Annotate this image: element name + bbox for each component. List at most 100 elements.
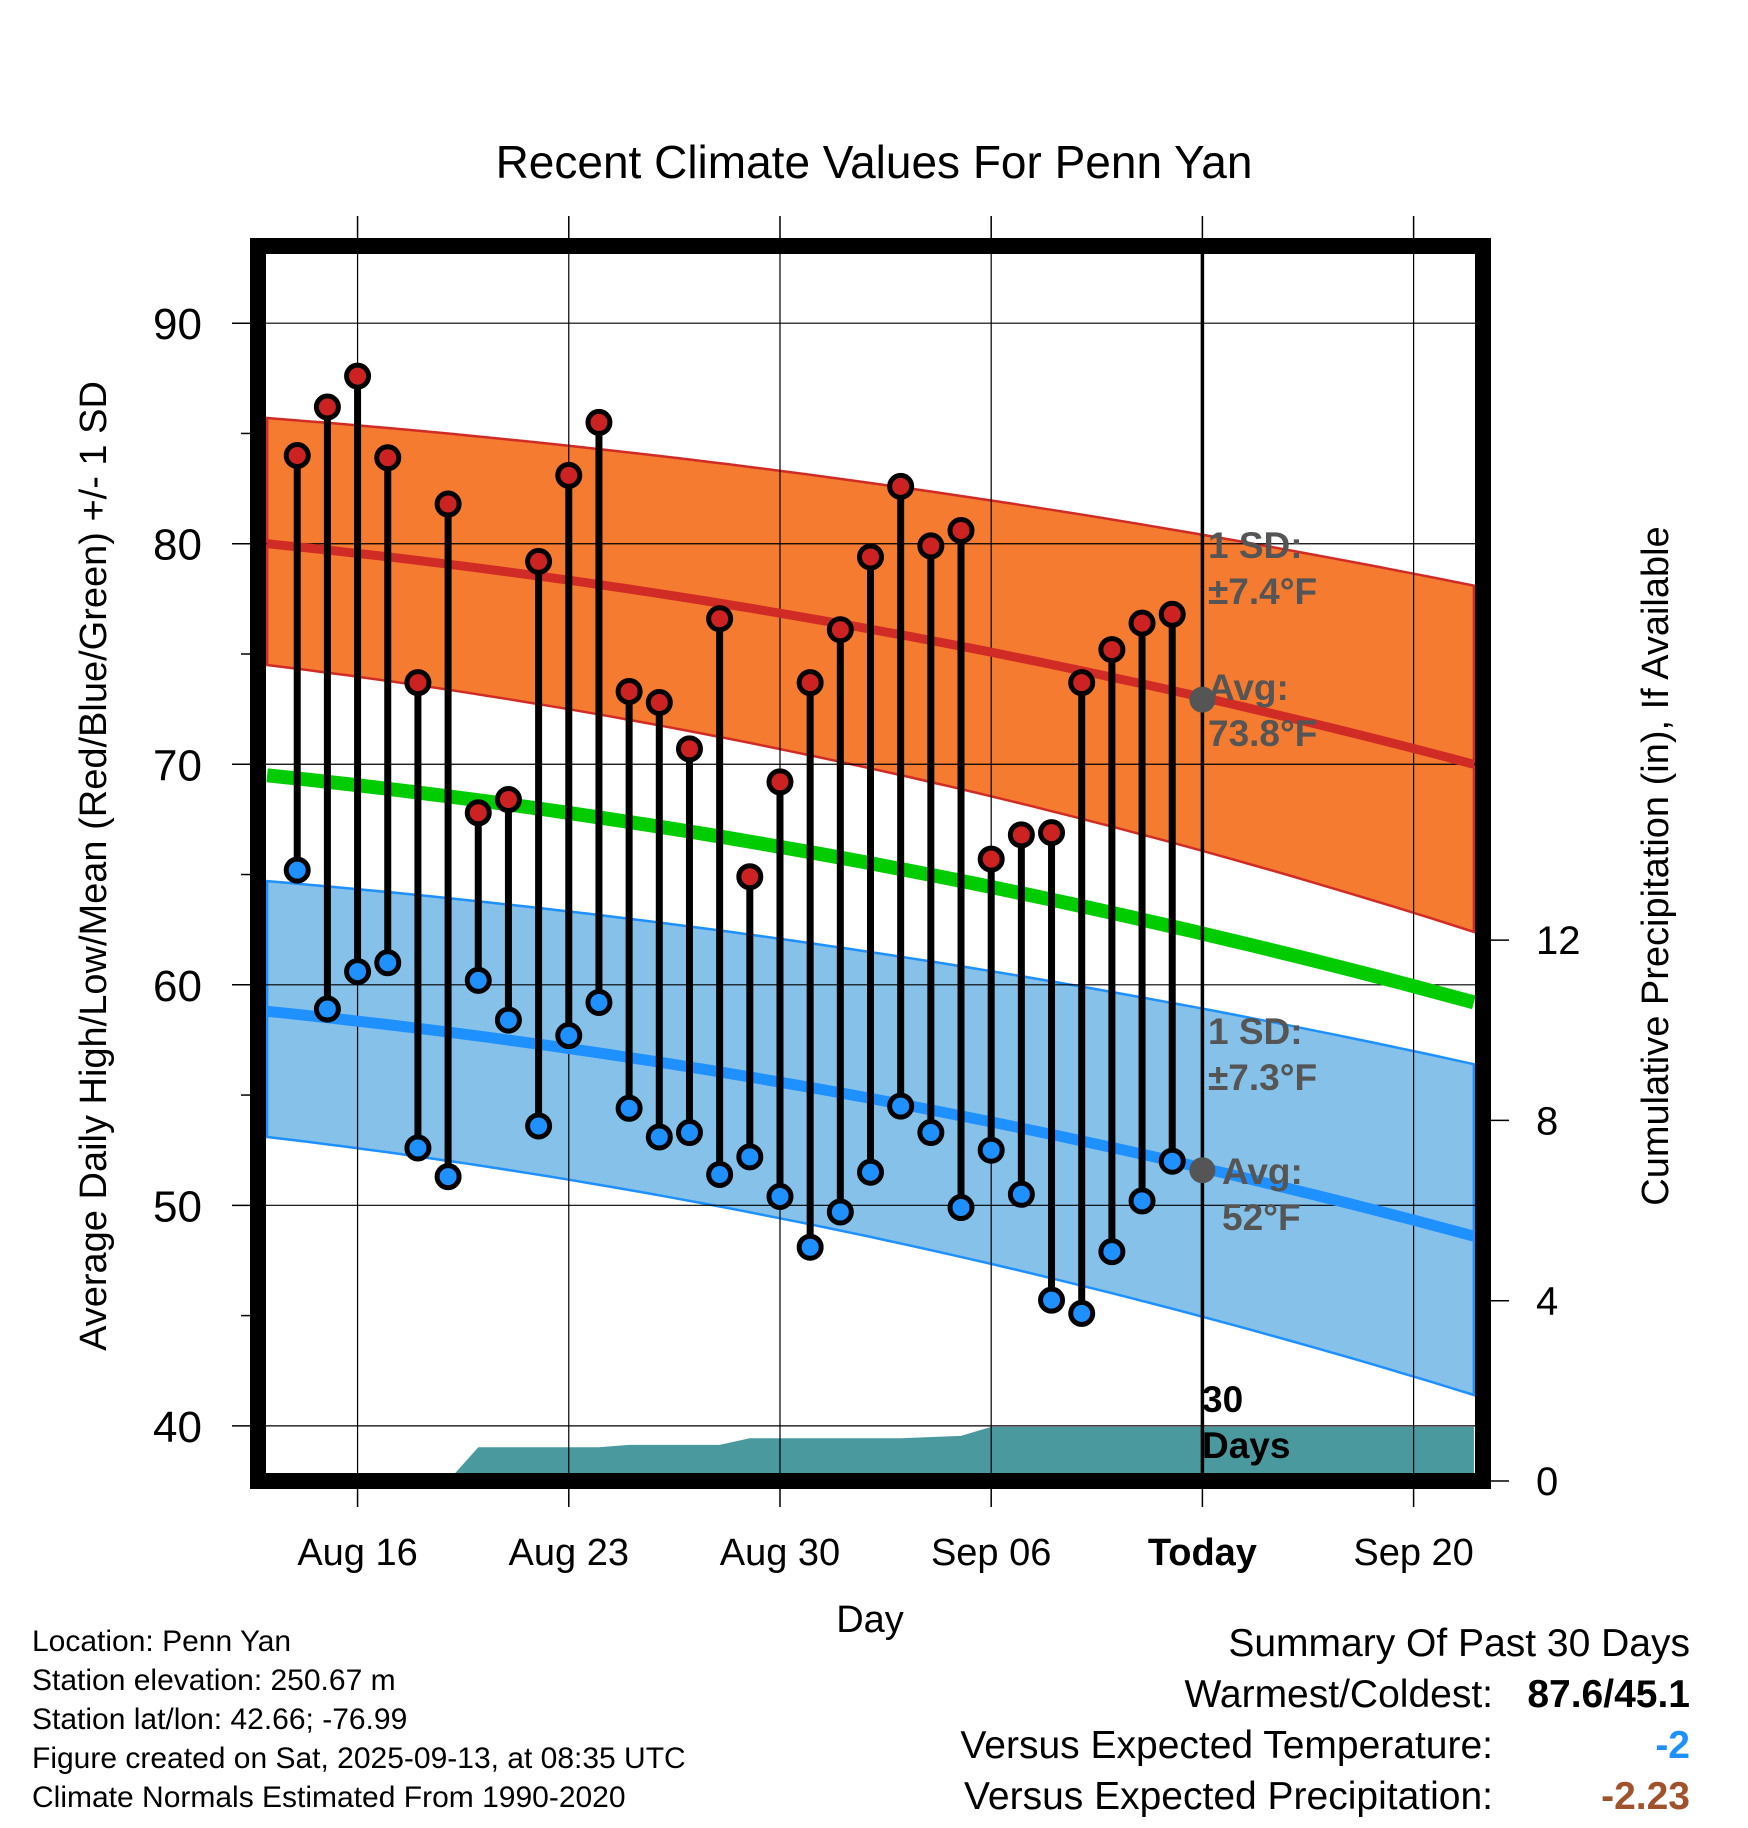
daily-high-point: [555, 461, 583, 489]
daily-high-point: [283, 442, 311, 470]
daily-low-point: [1098, 1238, 1126, 1266]
precip-value: -2.23: [1601, 1775, 1690, 1818]
daily-high-point: [796, 669, 824, 697]
daily-high-point: [585, 408, 613, 436]
x-tick-label: Sep 06: [931, 1532, 1051, 1574]
y2-tick-label: 0: [1536, 1460, 1558, 1504]
daily-high-point: [977, 845, 1005, 873]
high-sd-label: 1 SD:: [1208, 525, 1303, 566]
daily-low-point: [344, 958, 372, 986]
y2-axis-label: Cumulative Precipitation (in), If Availa…: [1635, 526, 1677, 1205]
y-tick-label: 50: [153, 1182, 202, 1231]
low-sd-label: 1 SD:: [1208, 1011, 1303, 1052]
summary-precip-row: Versus Expected Precipitation: -2.23: [960, 1771, 1690, 1822]
daily-high-point: [434, 490, 462, 518]
daily-low-point: [675, 1119, 703, 1147]
x-axis-label: Day: [836, 1599, 904, 1641]
x-tick-label: Today: [1148, 1532, 1257, 1574]
low-sd-value: ±7.3°F: [1208, 1057, 1317, 1098]
daily-low-point: [766, 1183, 794, 1211]
daily-low-point: [917, 1119, 945, 1147]
daily-high-point: [736, 863, 764, 891]
daily-low-point: [887, 1092, 915, 1120]
daily-low-point: [283, 856, 311, 884]
temp-value: -2: [1655, 1724, 1690, 1767]
daily-low-point: [615, 1094, 643, 1122]
daily-high-point: [1158, 600, 1186, 628]
daily-low-point: [585, 988, 613, 1016]
daily-low-point: [1038, 1286, 1066, 1314]
x-tick-label: Aug 16: [297, 1532, 417, 1574]
daily-low-point: [464, 966, 492, 994]
high-avg-value: 73.8°F: [1208, 713, 1317, 754]
daily-high-point: [374, 444, 402, 472]
daily-low-point: [494, 1006, 522, 1034]
elevation-text: Station elevation: 250.67 m: [32, 1664, 396, 1697]
warmest-label: Warmest/Coldest:: [1184, 1673, 1493, 1716]
summary-warmest-row: Warmest/Coldest: 87.6/45.1: [960, 1669, 1690, 1720]
temp-label: Versus Expected Temperature:: [960, 1724, 1493, 1767]
low-avg-value: 52°F: [1222, 1197, 1301, 1238]
y-tick-label: 60: [153, 962, 202, 1011]
high-sd-value: ±7.4°F: [1208, 571, 1317, 612]
daily-low-point: [1007, 1180, 1035, 1208]
precip-area: [267, 1426, 1474, 1481]
x-tick-label: Aug 23: [509, 1532, 629, 1574]
daily-low-point: [947, 1194, 975, 1222]
today-low-avg-marker: [1189, 1157, 1216, 1184]
created-text: Figure created on Sat, 2025-09-13, at 08…: [32, 1742, 686, 1775]
daily-low-point: [645, 1123, 673, 1151]
y-tick-label: 80: [153, 521, 202, 570]
daily-high-point: [766, 768, 794, 796]
daily-high-point: [826, 616, 854, 644]
y2-tick-label: 4: [1536, 1280, 1558, 1324]
low-avg-label: Avg:: [1222, 1151, 1303, 1192]
daily-low-point: [857, 1158, 884, 1186]
daily-high-point: [887, 472, 915, 500]
daily-high-point: [1038, 819, 1066, 847]
daily-high-point: [917, 532, 945, 560]
summary-temp-row: Versus Expected Temperature: -2: [960, 1720, 1690, 1771]
summary-panel: Summary Of Past 30 Days Warmest/Coldest:…: [960, 1618, 1690, 1822]
daily-high-point: [404, 669, 432, 697]
normals-text: Climate Normals Estimated From 1990-2020: [32, 1781, 626, 1814]
daily-low-point: [374, 949, 402, 977]
daily-low-point: [1068, 1299, 1096, 1327]
daily-high-point: [615, 677, 643, 705]
today-high-avg-marker: [1189, 686, 1216, 713]
y-tick-label: 40: [153, 1403, 202, 1452]
precip-label: Versus Expected Precipitation:: [964, 1775, 1493, 1818]
x-tick-label: Sep 20: [1353, 1532, 1473, 1574]
daily-low-point: [313, 995, 341, 1023]
daily-high-point: [645, 689, 673, 717]
daily-high-point: [494, 786, 522, 814]
high-avg-label: Avg:: [1208, 667, 1289, 708]
daily-low-point: [1158, 1147, 1186, 1175]
daily-high-point: [947, 516, 975, 544]
daily-high-point: [1128, 609, 1156, 637]
daily-low-point: [1128, 1187, 1156, 1215]
days-count: 30: [1202, 1379, 1243, 1420]
daily-low-point: [555, 1022, 583, 1050]
plot-frame: [250, 238, 1491, 1489]
location-text: Location: Penn Yan: [32, 1625, 292, 1658]
station-info: Location: Penn Yan Station elevation: 25…: [32, 1622, 686, 1817]
daily-low-point: [977, 1136, 1005, 1164]
daily-low-point: [525, 1112, 553, 1140]
warmest-value: 87.6/45.1: [1527, 1673, 1690, 1716]
daily-high-point: [857, 543, 884, 571]
daily-high-point: [1007, 821, 1035, 849]
daily-high-point: [706, 605, 734, 633]
daily-low-point: [796, 1233, 824, 1261]
summary-title: Summary Of Past 30 Days: [1228, 1622, 1690, 1665]
daily-high-point: [1098, 636, 1126, 664]
daily-high-point: [525, 547, 553, 575]
chart-title: Recent Climate Values For Penn Yan: [496, 136, 1253, 188]
daily-low-point: [404, 1134, 432, 1162]
daily-high-point: [344, 362, 372, 390]
daily-low-point: [736, 1143, 764, 1171]
daily-high-point: [675, 735, 703, 763]
latlon-text: Station lat/lon: 42.66; -76.99: [32, 1703, 408, 1736]
daily-high-point: [313, 393, 341, 421]
